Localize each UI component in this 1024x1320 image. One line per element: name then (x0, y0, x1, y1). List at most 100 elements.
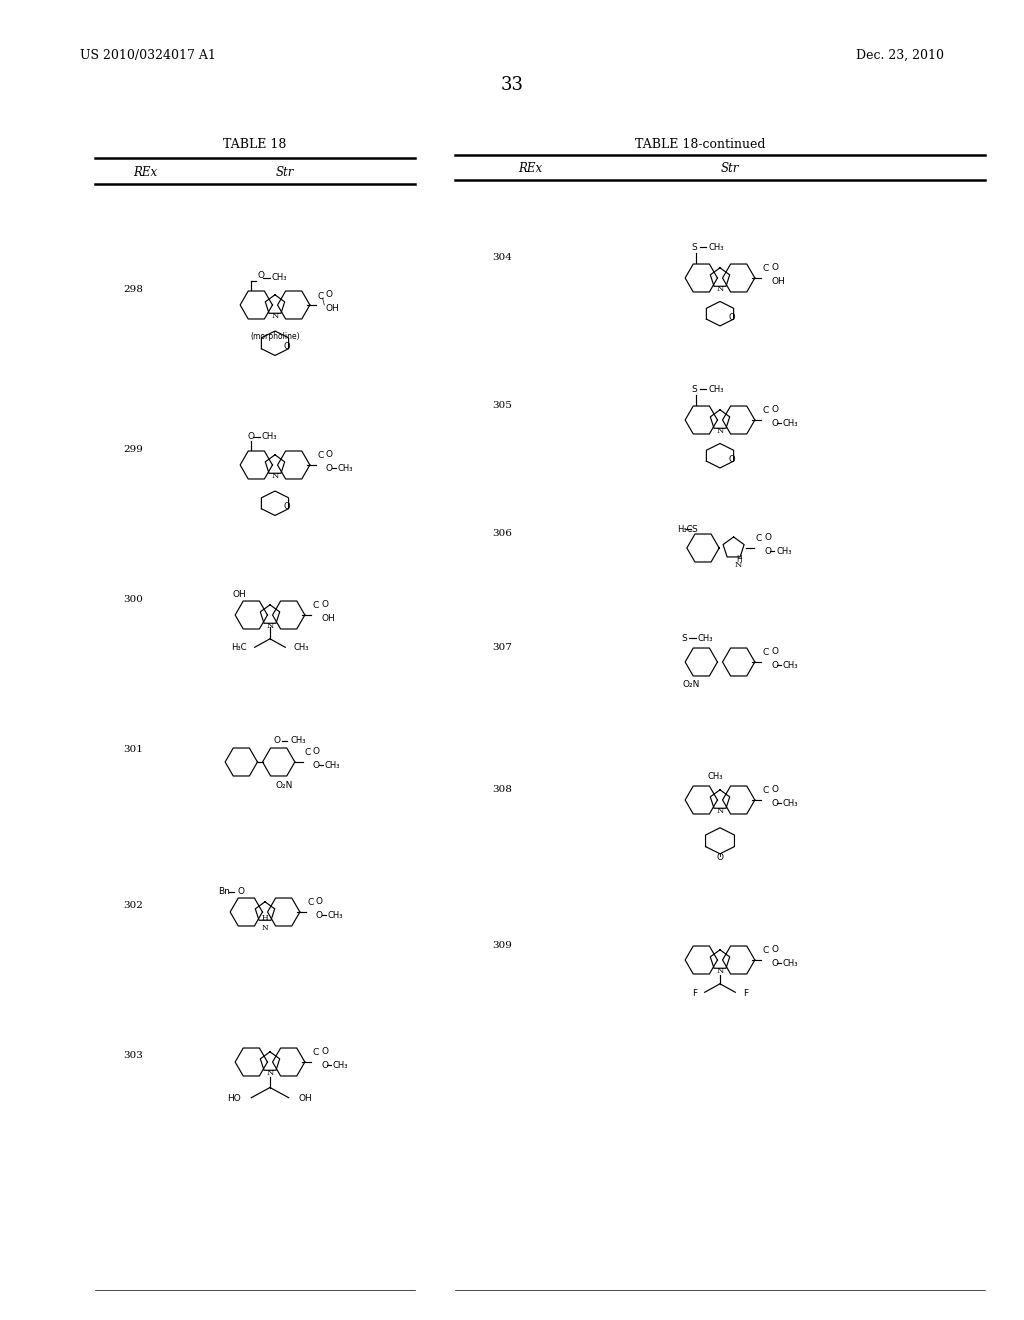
Text: O: O (326, 463, 333, 473)
Text: C: C (763, 785, 769, 795)
Text: OH: OH (326, 304, 340, 313)
Text: O: O (764, 546, 771, 556)
Text: 299: 299 (123, 446, 143, 454)
Text: N: N (271, 312, 279, 319)
Text: CH₃: CH₃ (271, 273, 287, 282)
Text: C: C (312, 601, 318, 610)
Text: N: N (717, 968, 724, 975)
Text: C: C (304, 748, 310, 756)
Text: C: C (763, 946, 769, 954)
Text: S: S (681, 634, 687, 643)
Text: 304: 304 (493, 253, 512, 263)
Text: S: S (691, 385, 697, 393)
Text: O: O (771, 785, 778, 795)
Text: O: O (771, 958, 778, 968)
Text: N: N (266, 1069, 273, 1077)
Text: Str: Str (275, 165, 294, 178)
Text: N: N (717, 285, 724, 293)
Text: N: N (717, 807, 724, 814)
Text: Str: Str (721, 161, 739, 174)
Text: N: N (271, 473, 279, 480)
Text: O: O (284, 502, 291, 511)
Text: 298: 298 (123, 285, 143, 294)
Text: O: O (316, 911, 323, 920)
Text: (morpholine): (morpholine) (250, 331, 300, 341)
Text: H₃C: H₃C (230, 643, 246, 652)
Text: O: O (258, 271, 265, 280)
Text: F: F (692, 990, 697, 998)
Text: C: C (317, 451, 324, 459)
Text: Dec. 23, 2010: Dec. 23, 2010 (856, 49, 944, 62)
Text: C: C (756, 533, 762, 543)
Text: CH₃: CH₃ (783, 958, 799, 968)
Text: REx: REx (133, 165, 157, 178)
Text: CH₃: CH₃ (291, 737, 306, 746)
Text: O: O (729, 313, 735, 322)
Text: O: O (771, 661, 778, 671)
Text: 302: 302 (123, 900, 143, 909)
Text: CH₃: CH₃ (328, 911, 343, 920)
Text: OH: OH (299, 1094, 312, 1104)
Text: O: O (771, 945, 778, 954)
Text: 33: 33 (501, 77, 523, 94)
Text: OH: OH (771, 277, 784, 286)
Text: O: O (326, 290, 333, 300)
Text: S: S (691, 525, 697, 533)
Text: C: C (763, 264, 769, 273)
Text: H
N: H N (261, 915, 268, 932)
Text: CH₃: CH₃ (333, 1061, 348, 1071)
Text: 307: 307 (493, 644, 512, 652)
Text: 306: 306 (493, 528, 512, 537)
Text: CH₃: CH₃ (294, 643, 309, 652)
Text: H: H (736, 556, 741, 565)
Text: 305: 305 (493, 400, 512, 409)
Text: O₂N: O₂N (682, 680, 699, 689)
Text: H₃C: H₃C (678, 525, 693, 533)
Text: O: O (312, 760, 319, 770)
Text: O: O (771, 799, 778, 808)
Text: C: C (763, 407, 769, 414)
Text: CH₃: CH₃ (783, 418, 799, 428)
Text: TABLE 18: TABLE 18 (223, 139, 287, 152)
Text: CH₃: CH₃ (783, 799, 799, 808)
Text: O: O (321, 601, 328, 610)
Text: N: N (735, 561, 742, 569)
Text: S: S (691, 243, 697, 252)
Text: 308: 308 (493, 785, 512, 795)
Text: CH₃: CH₃ (698, 634, 714, 643)
Text: O: O (717, 853, 724, 862)
Text: US 2010/0324017 A1: US 2010/0324017 A1 (80, 49, 216, 62)
Text: C: C (763, 648, 769, 657)
Text: O: O (326, 450, 333, 459)
Text: CH₃: CH₃ (783, 661, 799, 671)
Text: O: O (321, 1047, 328, 1056)
Text: C: C (312, 1048, 318, 1057)
Text: REx: REx (518, 161, 542, 174)
Text: CH₃: CH₃ (325, 760, 340, 770)
Text: O: O (316, 898, 323, 907)
Text: 300: 300 (123, 595, 143, 605)
Text: CH₃: CH₃ (776, 546, 792, 556)
Text: O: O (312, 747, 319, 756)
Text: O: O (771, 405, 778, 414)
Text: OH: OH (232, 590, 247, 599)
Text: O: O (248, 433, 255, 441)
Text: CH₃: CH₃ (261, 433, 276, 441)
Text: C: C (317, 292, 324, 301)
Text: N: N (266, 622, 273, 630)
Text: O: O (273, 737, 281, 746)
Text: 303: 303 (123, 1051, 143, 1060)
Text: O: O (771, 647, 778, 656)
Text: N: N (717, 428, 724, 436)
Text: Bn: Bn (218, 887, 230, 896)
Text: CH₃: CH₃ (708, 772, 724, 780)
Text: O: O (284, 342, 291, 351)
Text: O: O (771, 418, 778, 428)
Text: CH₃: CH₃ (709, 385, 724, 393)
Text: 301: 301 (123, 746, 143, 755)
Text: TABLE 18-continued: TABLE 18-continued (635, 139, 765, 152)
Text: O₂N: O₂N (275, 781, 293, 791)
Text: F: F (743, 990, 749, 998)
Text: O: O (238, 887, 245, 896)
Text: O: O (771, 263, 778, 272)
